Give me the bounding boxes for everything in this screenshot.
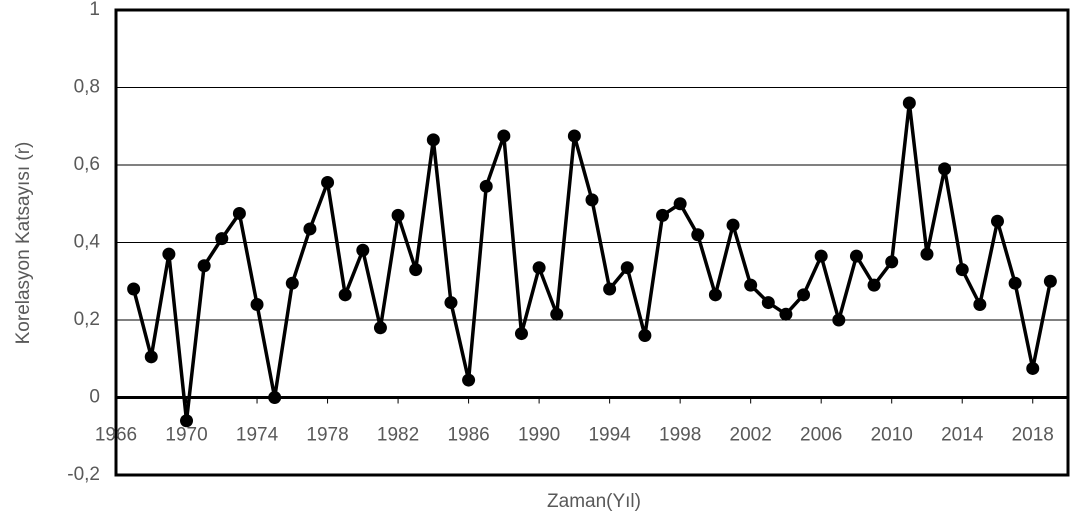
data-point	[497, 129, 511, 143]
y-tick-label: 0	[89, 387, 100, 408]
x-tick-label: 2014	[941, 425, 984, 446]
data-point	[973, 298, 987, 311]
data-point	[779, 307, 793, 321]
data-point	[1043, 274, 1057, 288]
data-point	[285, 276, 299, 290]
data-point	[656, 208, 670, 222]
data-point	[250, 298, 264, 311]
data-point	[902, 96, 916, 110]
data-point	[620, 261, 634, 275]
data-point	[144, 350, 158, 364]
data-point	[814, 249, 828, 263]
data-point	[303, 222, 317, 236]
data-point	[1026, 361, 1040, 375]
data-point	[761, 296, 775, 310]
data-point	[920, 247, 934, 261]
data-point	[180, 414, 194, 428]
y-tick-label: 1	[89, 0, 100, 20]
data-point	[550, 307, 564, 321]
x-axis-label: Zaman(Yıl)	[547, 491, 641, 512]
x-tick-label: 1998	[659, 425, 701, 446]
data-point	[462, 373, 476, 387]
data-point	[373, 321, 387, 335]
data-point	[673, 197, 687, 211]
data-point	[708, 288, 722, 302]
x-tick-label: 1970	[165, 425, 207, 446]
data-point	[938, 162, 952, 176]
data-point	[567, 129, 581, 143]
data-point	[444, 296, 458, 310]
x-tick-label: 1994	[588, 425, 631, 446]
data-point	[638, 329, 652, 342]
data-point	[356, 243, 370, 257]
data-point	[849, 249, 863, 263]
data-point	[426, 133, 440, 147]
y-tick-label: -0,2	[67, 464, 100, 485]
y-axis-label: Korelasyon Katsayısı (r)	[13, 142, 34, 345]
x-tick-label: 2006	[800, 425, 842, 446]
y-tick-label: 0,2	[74, 309, 100, 330]
x-tick-label: 2018	[1012, 425, 1054, 446]
data-point	[127, 282, 141, 296]
data-point	[391, 208, 405, 222]
data-point	[867, 278, 881, 292]
data-point	[479, 179, 493, 193]
data-point	[532, 261, 546, 275]
x-tick-label: 1990	[518, 425, 560, 446]
data-point	[514, 327, 528, 341]
x-tick-label: 1978	[306, 425, 348, 446]
data-point	[338, 288, 352, 302]
data-point	[885, 255, 899, 269]
data-point	[585, 193, 599, 207]
data-point	[409, 263, 423, 277]
data-point	[1008, 276, 1022, 290]
x-tick-label: 1974	[236, 425, 279, 446]
x-tick-label: 2002	[730, 425, 772, 446]
y-tick-label: 0,4	[74, 232, 101, 253]
data-point	[197, 259, 211, 273]
y-tick-label: 0,8	[74, 77, 100, 98]
data-point	[268, 391, 282, 404]
data-point	[832, 313, 846, 327]
data-point	[232, 206, 246, 220]
data-point	[726, 218, 740, 232]
data-point	[215, 232, 229, 246]
data-point	[162, 247, 176, 261]
data-point	[744, 278, 758, 292]
x-tick-label: 2010	[871, 425, 913, 446]
data-point	[603, 282, 617, 296]
data-point	[691, 228, 705, 242]
data-point	[955, 263, 969, 277]
y-tick-label: 0,6	[74, 154, 100, 175]
x-tick-label: 1982	[377, 425, 419, 446]
data-point	[321, 175, 335, 189]
data-point	[990, 214, 1004, 228]
x-tick-label: 1966	[95, 425, 137, 446]
data-line	[131, 101, 1053, 423]
plot-frame	[114, 8, 1070, 477]
data-point	[797, 288, 811, 302]
x-tick-label: 1986	[447, 425, 489, 446]
